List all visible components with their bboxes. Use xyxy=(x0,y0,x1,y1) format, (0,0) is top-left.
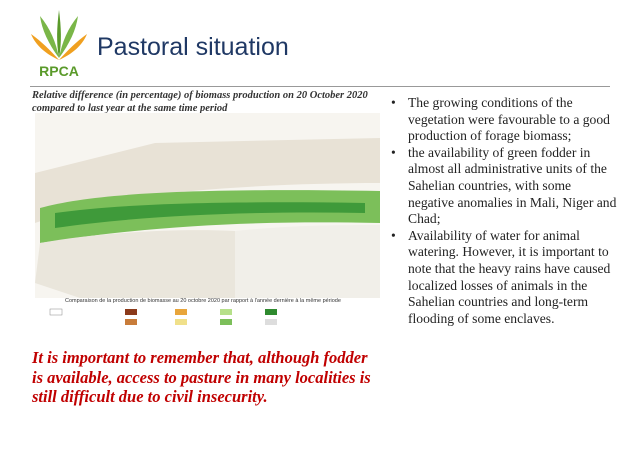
map-legend-title: Comparaison de la production de biomasse… xyxy=(65,298,341,304)
map: Comparaison de la production de biomasse… xyxy=(35,113,380,341)
divider xyxy=(30,86,610,87)
bullet-item: Availability of water for animal waterin… xyxy=(388,228,618,328)
slide-title: Pastoral situation xyxy=(97,33,289,61)
logo-text: RPCA xyxy=(39,63,79,79)
bullet-list: The growing conditions of the vegetation… xyxy=(388,95,618,327)
warning-note: It is important to remember that, althou… xyxy=(32,348,371,406)
logo: RPCA xyxy=(31,10,87,79)
bullet-item: The growing conditions of the vegetation… xyxy=(388,95,618,145)
bullet-item: the availability of green fodder in almo… xyxy=(388,145,618,228)
map-caption: Relative difference (in percentage) of b… xyxy=(32,90,368,114)
